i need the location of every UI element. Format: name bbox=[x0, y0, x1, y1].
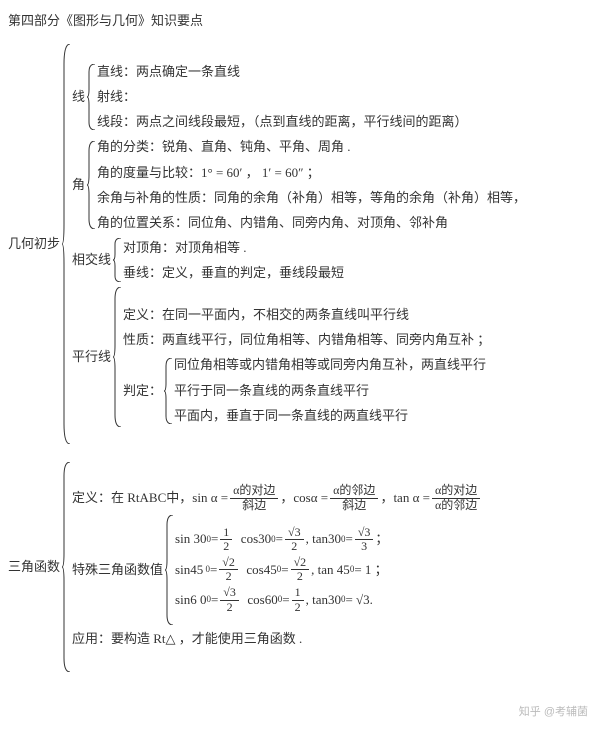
parallel-prop: 性质：两直线平行，同位角相等、内错角相等、同旁内角互补 ； bbox=[123, 329, 490, 351]
sin-label: sin α = bbox=[192, 487, 228, 509]
item: 线段：两点之间线段最短，（点到直线的距离，平行线间的距离） bbox=[97, 111, 468, 133]
item: 平面内，垂直于同一条直线的两直线平行 bbox=[174, 405, 486, 427]
geometry-outline: 几何初步 线 直线：两点确定一条直线 射线： 线段：两点之间线段最短，（点到直线… bbox=[8, 44, 592, 444]
fraction: α的对边斜边 bbox=[230, 484, 278, 511]
item: 余角与补角的性质：同角的余角（补角）相等，等角的余角（补角）相等， bbox=[97, 187, 526, 209]
parallel-def: 定义：在同一平面内，不相交的两条直线叫平行线 bbox=[123, 304, 490, 326]
trig-def: 定义：在 RtABC中， sin α = α的对边斜边 ，cosα = α的邻边… bbox=[72, 484, 482, 511]
intersect-label: 相交线 bbox=[72, 249, 113, 271]
item: 角的位置关系：同位角、内错角、同旁内角、对顶角、邻补角 bbox=[97, 212, 526, 234]
angle-label: 角 bbox=[72, 174, 87, 196]
trig-app: 应用：要构造 Rt△ ，才能使用三角函数 . bbox=[72, 628, 482, 650]
fraction: α的对边α的邻边 bbox=[432, 484, 480, 511]
fraction: α的邻边斜边 bbox=[330, 484, 378, 511]
line-label: 线 bbox=[72, 86, 87, 108]
trig-row: sin 300 = 12 cos300 = √32 , tan300 = √33… bbox=[175, 526, 388, 553]
item: 同位角相等或内错角相等或同旁内角互补，两直线平行 bbox=[174, 354, 486, 376]
special-label: 特殊三角函数值 bbox=[72, 559, 165, 581]
trig-outline: 三角函数 定义：在 RtABC中， sin α = α的对边斜边 ，cosα =… bbox=[8, 462, 592, 672]
trig-root-label: 三角函数 bbox=[8, 556, 62, 578]
parallel-label: 平行线 bbox=[72, 346, 113, 368]
item: 垂线：定义，垂直的判定，垂线段最短 bbox=[123, 262, 344, 284]
brace-icon bbox=[113, 287, 123, 427]
judge-label: 判定： bbox=[123, 380, 164, 402]
page-title: 第四部分《图形与几何》知识要点 bbox=[8, 10, 592, 32]
item: 直线：两点确定一条直线 bbox=[97, 61, 468, 83]
brace-icon bbox=[164, 358, 174, 424]
trig-row: sin45 0 = √22 cos450 = √22 , tan 450 = 1… bbox=[175, 556, 388, 583]
brace-icon bbox=[62, 462, 72, 672]
brace-icon bbox=[165, 515, 175, 625]
brace-icon bbox=[113, 238, 123, 282]
item: 角的分类：锐角、直角、钝角、平角、周角 . bbox=[97, 136, 526, 158]
trig-row: sin6 00 = √32 cos600 = 12 , tan300 = √3. bbox=[175, 586, 388, 613]
watermark: 知乎 @考辅菌 bbox=[519, 703, 588, 722]
brace-icon bbox=[87, 64, 97, 130]
brace-icon bbox=[62, 44, 72, 444]
item: 平行于同一条直线的两条直线平行 bbox=[174, 380, 486, 402]
root-label: 几何初步 bbox=[8, 233, 62, 255]
def-prefix: 定义：在 RtABC中， bbox=[72, 487, 192, 509]
item: 射线： bbox=[97, 86, 468, 108]
item: 角的度量与比较：1° = 60′ ， 1′ = 60″ ； bbox=[97, 162, 526, 184]
cos-label: ，cosα = bbox=[280, 487, 328, 509]
tan-label: ，tan α = bbox=[380, 487, 430, 509]
brace-icon bbox=[87, 141, 97, 229]
item: 对顶角：对顶角相等 . bbox=[123, 237, 344, 259]
